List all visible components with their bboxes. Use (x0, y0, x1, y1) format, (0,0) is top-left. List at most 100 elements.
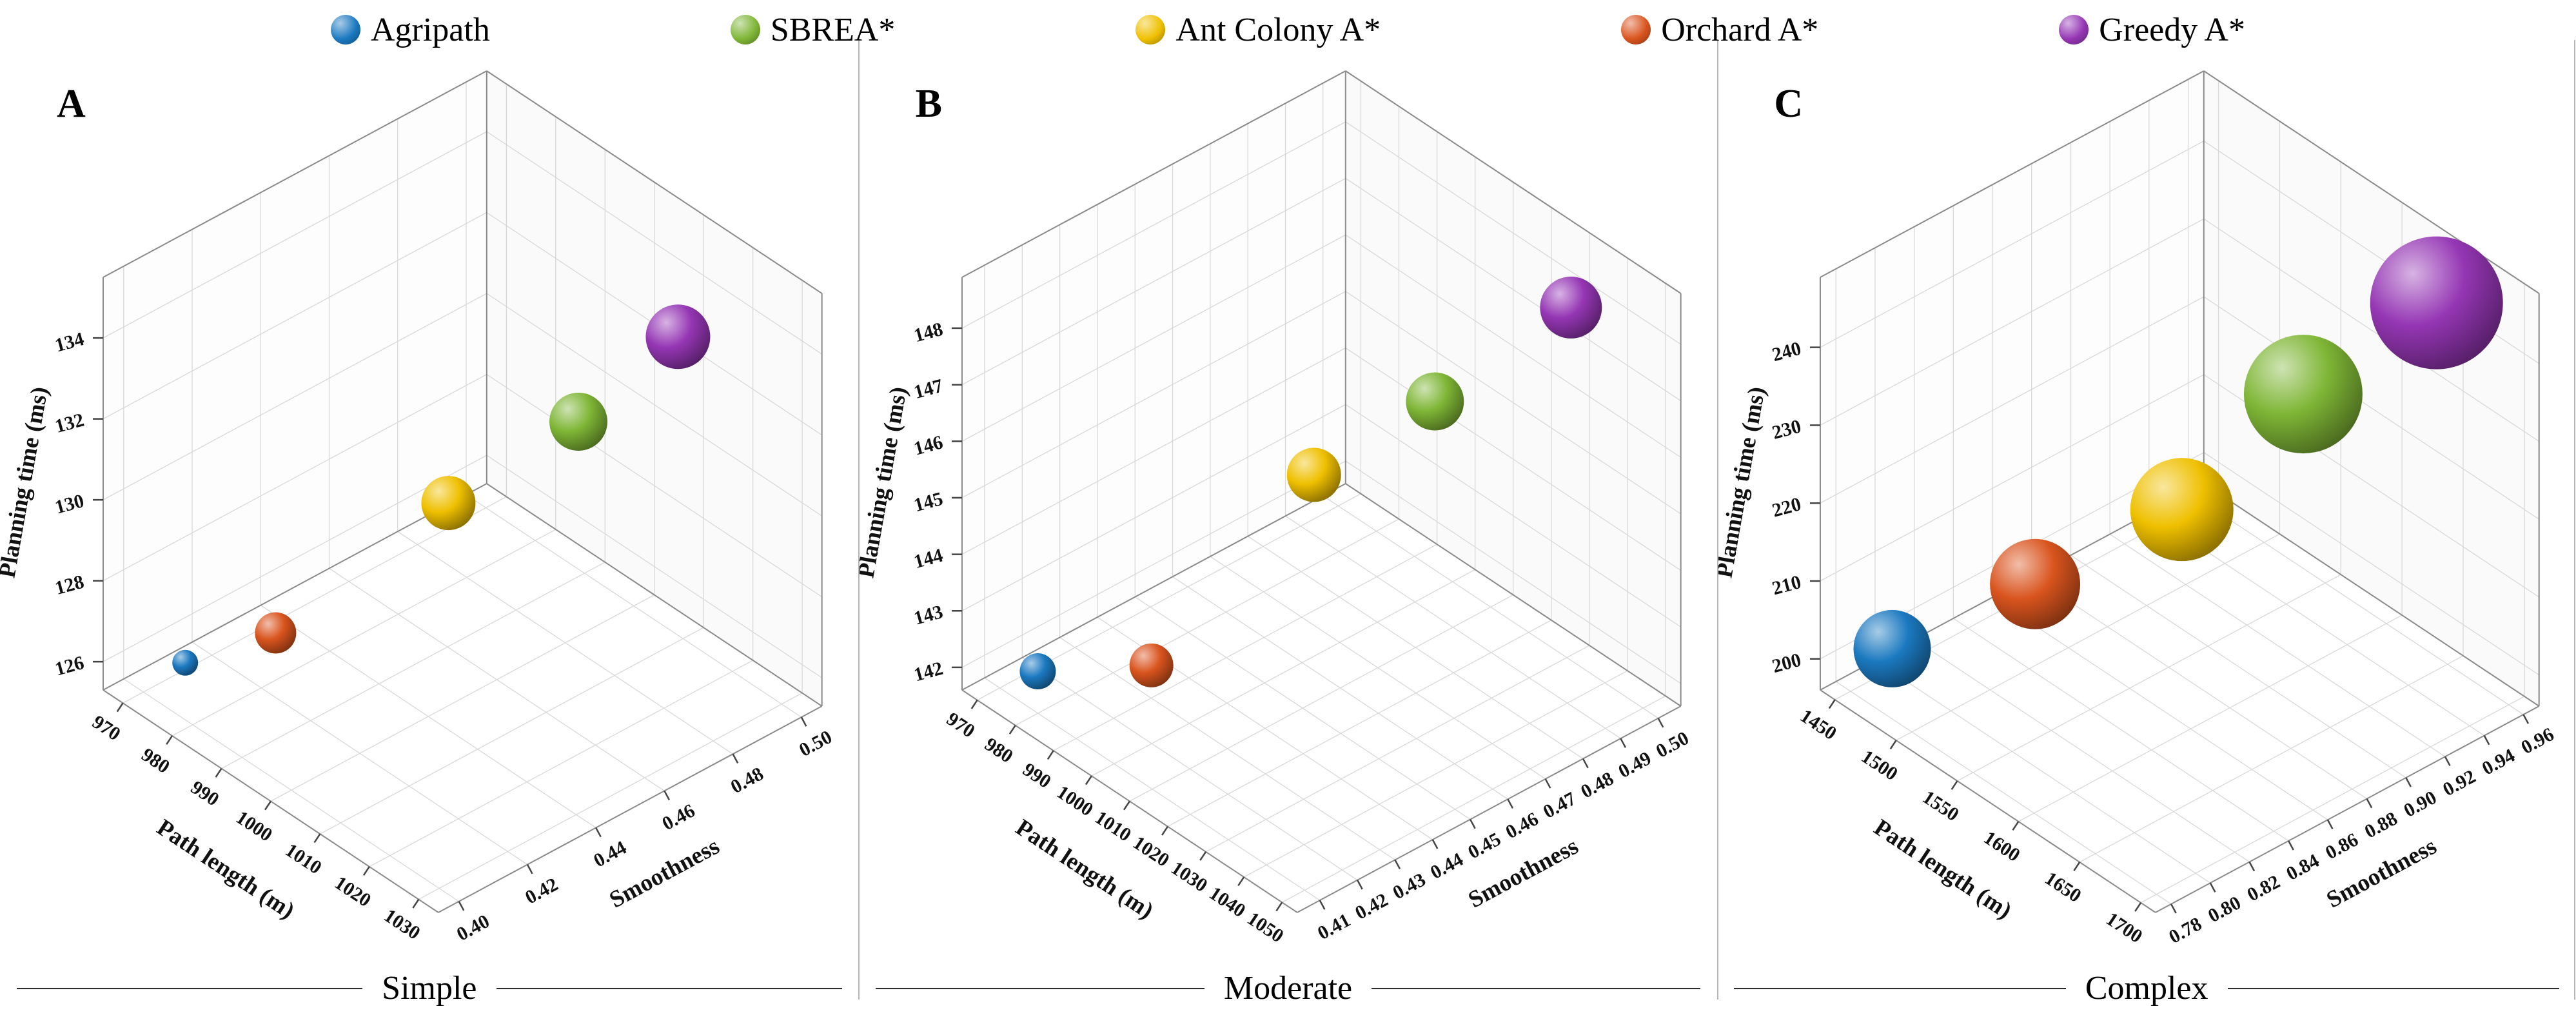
svg-text:0.92: 0.92 (2439, 765, 2479, 800)
panel-letter-b: B (915, 82, 943, 126)
svg-text:147: 147 (911, 375, 945, 403)
svg-text:1010: 1010 (1091, 807, 1135, 846)
svg-text:134: 134 (53, 328, 86, 357)
svg-text:1030: 1030 (380, 905, 424, 944)
svg-text:220: 220 (1770, 493, 1804, 522)
svg-text:0.78: 0.78 (2166, 913, 2206, 948)
legend-dot-ant-colony-icon (1136, 15, 1166, 44)
svg-text:1000: 1000 (232, 807, 276, 846)
svg-text:1000: 1000 (1053, 782, 1097, 821)
svg-text:0.50: 0.50 (796, 726, 836, 761)
svg-text:1020: 1020 (331, 872, 375, 911)
svg-text:0.44: 0.44 (1427, 849, 1467, 883)
bubble-sbrea (1406, 372, 1464, 431)
legend-label-ant-colony: Ant Colony A* (1175, 11, 1381, 48)
caption-complex: Complex (1717, 969, 2576, 1007)
bubble-greedy-a (2370, 236, 2504, 370)
legend-label-greedy: Greedy A* (2099, 11, 2245, 48)
svg-text:0.42: 0.42 (522, 874, 562, 909)
svg-text:0.48: 0.48 (1577, 768, 1617, 803)
svg-text:0.47: 0.47 (1540, 788, 1580, 823)
caption-text-complex: Complex (2085, 970, 2208, 1007)
svg-text:210: 210 (1770, 571, 1804, 600)
bubble-orchard-a (1129, 643, 1174, 687)
svg-text:1700: 1700 (2103, 908, 2147, 947)
svg-text:980: 980 (981, 733, 1017, 767)
legend-item-agripath: Agripath (330, 11, 490, 49)
svg-text:0.82: 0.82 (2244, 871, 2284, 906)
svg-text:148: 148 (911, 319, 945, 347)
bubble-orchard-a (255, 612, 297, 654)
panel-letter-c: C (1774, 82, 1804, 126)
caption-moderate: Moderate (859, 969, 1718, 1007)
svg-text:990: 990 (187, 776, 223, 810)
caption-simple: Simple (0, 969, 859, 1007)
svg-text:1650: 1650 (2041, 867, 2085, 907)
bubble-ant-colony-a (421, 476, 476, 531)
svg-text:Path length (m): Path length (m) (1011, 814, 1158, 924)
svg-text:128: 128 (53, 571, 86, 599)
legend-item-ant-colony: Ant Colony A* (1136, 11, 1381, 49)
svg-text:970: 970 (88, 711, 124, 745)
svg-text:144: 144 (911, 544, 945, 573)
legend-item-greedy: Greedy A* (2059, 11, 2245, 49)
bubble-sbrea (2244, 335, 2363, 454)
panel-divider-bc (1717, 40, 1718, 1000)
svg-text:126: 126 (53, 652, 86, 680)
svg-text:143: 143 (911, 601, 945, 629)
legend-label-sbrea: SBREA* (770, 11, 896, 48)
figure-right-edge (2574, 40, 2575, 1000)
svg-text:0.88: 0.88 (2361, 808, 2401, 843)
bubble-agripath (1019, 653, 1056, 690)
legend-label-agripath: Agripath (370, 11, 490, 48)
svg-text:Planning time (ms): Planning time (ms) (1717, 385, 1771, 580)
legend-dot-sbrea-icon (730, 15, 760, 44)
svg-text:990: 990 (1019, 759, 1055, 793)
svg-text:0.46: 0.46 (658, 800, 698, 834)
caption-rule-left (875, 987, 1204, 989)
svg-text:230: 230 (1770, 415, 1804, 444)
legend-item-orchard: Orchard A* (1621, 11, 1818, 49)
legend-dot-orchard-icon (1621, 15, 1651, 44)
svg-text:1550: 1550 (1919, 786, 1963, 825)
svg-text:0.46: 0.46 (1502, 808, 1542, 843)
svg-text:146: 146 (911, 431, 945, 460)
bubble-orchard-a (1990, 538, 2081, 629)
svg-text:0.44: 0.44 (590, 837, 630, 872)
panel-simple: A 970 980 990 1000 1010 1020 1030 0.40 0.42 0.44 0… (0, 0, 859, 1015)
svg-text:0.94: 0.94 (2479, 745, 2519, 780)
svg-text:0.41: 0.41 (1314, 909, 1354, 944)
svg-text:130: 130 (53, 490, 86, 518)
plot-3d-complex: 1450 1500 1550 1600 1650 1700 0.780.800.820.84… (1717, 70, 2558, 948)
svg-text:980: 980 (137, 744, 173, 778)
svg-text:1030: 1030 (1167, 857, 1211, 896)
svg-text:1010: 1010 (282, 840, 326, 879)
caption-rule-left (17, 987, 363, 989)
svg-text:145: 145 (911, 488, 945, 517)
svg-text:1600: 1600 (1980, 827, 2024, 866)
bubble-greedy-a (1540, 276, 1602, 339)
legend-label-orchard: Orchard A* (1661, 11, 1819, 48)
svg-text:142: 142 (911, 658, 945, 686)
panel-divider-ab (858, 40, 860, 1000)
svg-text:0.40: 0.40 (453, 911, 493, 945)
svg-text:1500: 1500 (1858, 745, 1902, 785)
svg-text:0.45: 0.45 (1464, 829, 1504, 863)
caption-text-moderate: Moderate (1223, 970, 1353, 1007)
svg-text:0.43: 0.43 (1389, 869, 1429, 903)
bubble-agripath (172, 649, 199, 676)
svg-text:Planning time (ms): Planning time (ms) (859, 385, 912, 580)
bubble-sbrea (549, 392, 608, 451)
bubble-agripath (1853, 609, 1931, 687)
bubble-greedy-a (645, 304, 711, 370)
caption-rule-left (1734, 987, 2066, 989)
panel-moderate: B 970 980 990 1000 1010 1020 1030 1040 1050 0.41 0… (859, 0, 1718, 1015)
svg-text:0.80: 0.80 (2205, 892, 2245, 927)
bubble-ant-colony-a (2130, 458, 2234, 562)
legend-item-sbrea: SBREA* (730, 11, 896, 49)
svg-text:0.48: 0.48 (727, 763, 767, 798)
